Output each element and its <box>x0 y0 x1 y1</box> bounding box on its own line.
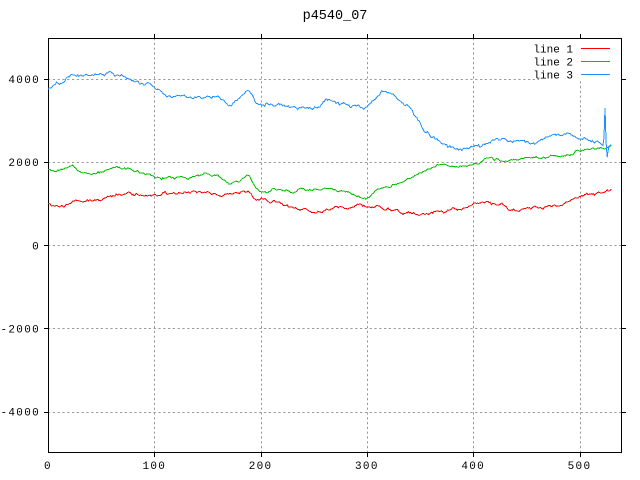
svg-text:400: 400 <box>461 461 485 473</box>
svg-text:-2000: -2000 <box>0 324 40 336</box>
svg-text:-4000: -4000 <box>0 408 40 420</box>
svg-text:500: 500 <box>568 461 592 473</box>
svg-text:p4540_07: p4540_07 <box>303 9 368 24</box>
svg-text:line 1: line 1 <box>533 45 573 57</box>
svg-text:100: 100 <box>142 461 166 473</box>
svg-text:line 3: line 3 <box>533 70 573 82</box>
svg-text:4000: 4000 <box>8 75 40 87</box>
svg-text:200: 200 <box>249 461 273 473</box>
svg-text:300: 300 <box>355 461 379 473</box>
svg-text:line 2: line 2 <box>533 57 573 69</box>
svg-text:2000: 2000 <box>8 158 40 170</box>
svg-text:0: 0 <box>32 241 40 253</box>
svg-text:0: 0 <box>44 461 52 473</box>
